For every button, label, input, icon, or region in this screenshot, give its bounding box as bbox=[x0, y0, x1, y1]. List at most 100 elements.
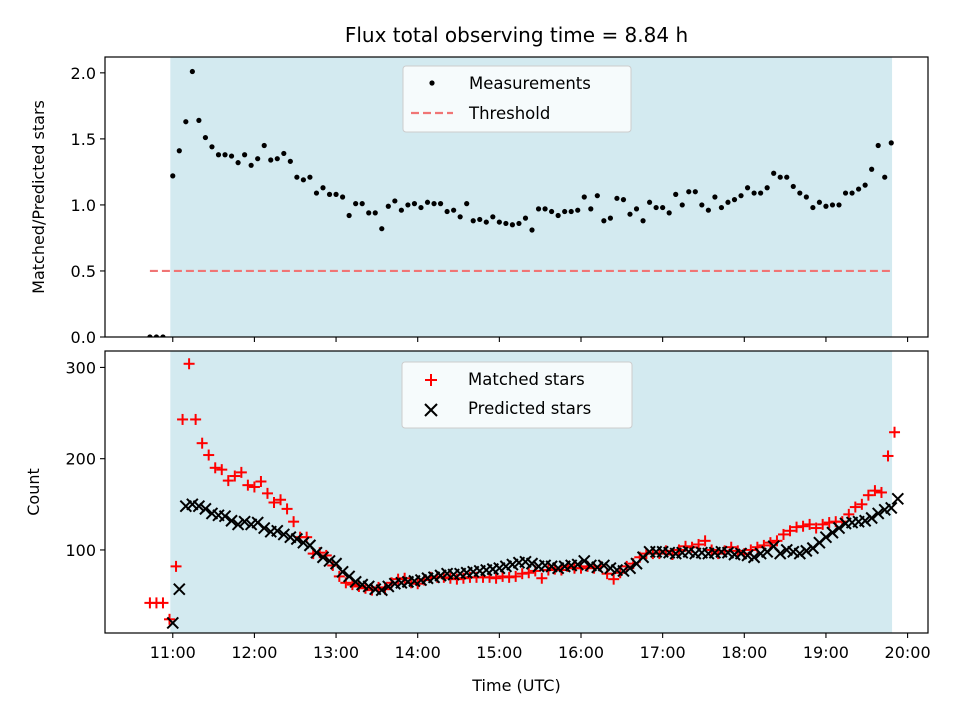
measurement-point bbox=[189, 68, 195, 75]
measurement-point bbox=[829, 202, 836, 208]
legend-predicted-marker bbox=[424, 403, 438, 417]
xtick-label: 14:00 bbox=[395, 643, 441, 662]
measurement-point bbox=[758, 190, 764, 196]
measurement-point bbox=[673, 191, 679, 197]
measurement-point bbox=[176, 148, 182, 154]
ratio-y-axis-label: Matched/Predicted stars bbox=[29, 100, 48, 294]
measurement-point bbox=[646, 199, 653, 205]
measurement-point bbox=[147, 334, 153, 337]
predicted-star-point bbox=[571, 558, 584, 571]
xtick-label: 19:00 bbox=[803, 643, 849, 662]
measurement-point bbox=[366, 210, 372, 216]
measurement-point bbox=[856, 186, 862, 192]
measurement-point bbox=[522, 215, 529, 221]
measurement-point bbox=[451, 207, 457, 213]
predicted-star-point bbox=[865, 511, 878, 525]
legend-matched-label: Matched stars bbox=[468, 370, 585, 389]
measurement-point bbox=[607, 215, 613, 221]
count-ytick-label: 300 bbox=[65, 358, 96, 377]
matched-star-point bbox=[281, 503, 293, 515]
matched-star-point bbox=[882, 450, 894, 462]
measurement-point bbox=[431, 201, 437, 207]
count-axes-frame bbox=[104, 350, 929, 634]
predicted-star-point bbox=[800, 544, 813, 558]
measurement-point bbox=[862, 182, 868, 188]
predicted-star-point bbox=[173, 582, 186, 596]
measurement-point bbox=[699, 202, 705, 208]
measurement-point bbox=[712, 194, 718, 200]
xtick-label: 15:00 bbox=[476, 643, 522, 662]
measurement-point bbox=[411, 201, 418, 207]
measurement-point bbox=[294, 174, 300, 180]
legend-predicted-label: Predicted stars bbox=[468, 399, 591, 418]
matched-star-point bbox=[261, 487, 273, 499]
xtick-label: 16:00 bbox=[558, 643, 604, 662]
ratio-ytick-label: 2.0 bbox=[71, 64, 96, 83]
predicted-star-point bbox=[819, 530, 833, 544]
measurement-point bbox=[594, 193, 600, 199]
legend-matched-marker bbox=[425, 374, 437, 386]
ratio-axes-frame bbox=[104, 56, 929, 338]
measurement-point bbox=[215, 152, 222, 158]
ratio-legend-box bbox=[402, 65, 632, 133]
matched-star-point bbox=[196, 437, 208, 449]
ratio-ytick-label: 1.0 bbox=[71, 196, 96, 215]
measurement-point bbox=[535, 206, 542, 212]
measurement-point bbox=[568, 208, 574, 215]
ratio-ytick-label: 0.5 bbox=[71, 262, 96, 281]
matched-star-point bbox=[320, 549, 332, 561]
matched-star-point bbox=[190, 413, 202, 425]
matched-star-point bbox=[777, 528, 789, 540]
measurement-point bbox=[581, 194, 587, 200]
matched-star-point bbox=[817, 518, 829, 530]
matched-star-point bbox=[608, 573, 620, 585]
measurement-point bbox=[153, 334, 160, 337]
matched-star-point bbox=[216, 464, 228, 476]
matched-star-point bbox=[523, 567, 535, 579]
measurement-point bbox=[307, 174, 313, 180]
x-axis-label: Time (UTC) bbox=[471, 676, 560, 695]
measurement-point bbox=[679, 202, 685, 208]
matched-star-point bbox=[203, 449, 215, 461]
matched-star-point bbox=[248, 481, 260, 493]
predicted-star-point bbox=[362, 580, 375, 593]
measurement-point bbox=[549, 208, 555, 215]
xtick-label: 11:00 bbox=[150, 643, 196, 662]
measurement-point bbox=[202, 134, 209, 141]
measurement-point bbox=[333, 191, 339, 197]
measurement-point bbox=[457, 214, 463, 220]
ratio-ytick-label: 0.0 bbox=[71, 328, 96, 347]
predicted-star-point bbox=[231, 518, 245, 531]
predicted-star-point bbox=[336, 565, 349, 579]
predicted-star-point bbox=[891, 492, 904, 506]
measurement-point bbox=[633, 206, 640, 212]
predicted-star-point bbox=[525, 557, 539, 570]
matched-star-point bbox=[229, 470, 241, 482]
matched-star-point bbox=[235, 466, 247, 478]
measurement-point bbox=[385, 203, 391, 209]
matched-star-point bbox=[268, 496, 280, 508]
predicted-star-point bbox=[832, 521, 846, 535]
predicted-star-point bbox=[747, 551, 761, 564]
xtick-label: 20:00 bbox=[885, 643, 931, 662]
matched-star-point bbox=[490, 572, 502, 584]
matched-star-point bbox=[889, 426, 901, 438]
matched-star-point bbox=[275, 494, 287, 506]
predicted-star-point bbox=[793, 547, 807, 560]
measurement-point bbox=[483, 219, 489, 225]
measurement-point bbox=[725, 199, 731, 205]
matched-star-point bbox=[242, 479, 254, 491]
matched-star-point bbox=[177, 413, 189, 425]
matched-star-point bbox=[536, 572, 548, 584]
predicted-star-point bbox=[885, 501, 898, 515]
measurement-point bbox=[405, 202, 411, 208]
measurement-point bbox=[542, 206, 548, 212]
measurement-point bbox=[418, 204, 424, 211]
predicted-star-point bbox=[382, 580, 395, 593]
measurement-point bbox=[339, 194, 346, 200]
measurement-point bbox=[516, 220, 522, 227]
measurement-point bbox=[261, 142, 267, 149]
measurement-point bbox=[196, 117, 202, 123]
measurement-point bbox=[464, 201, 470, 207]
measurement-point bbox=[849, 190, 855, 196]
